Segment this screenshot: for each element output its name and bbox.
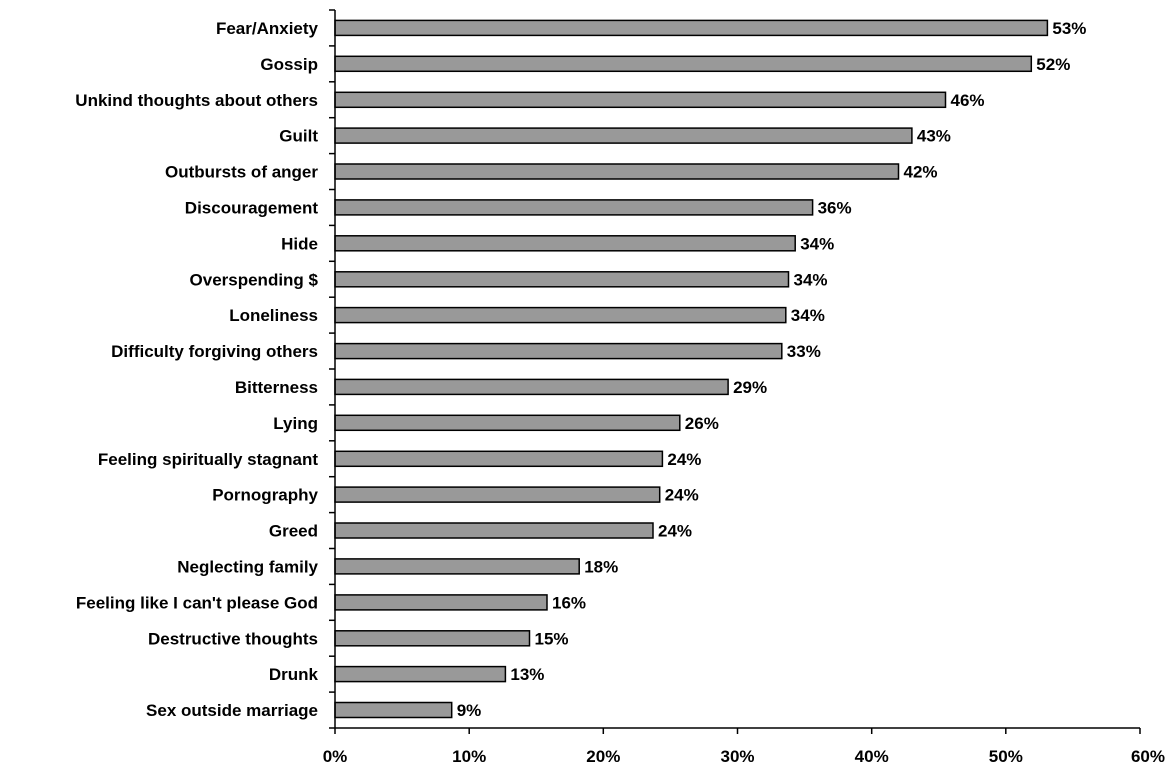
data-label: 24% bbox=[667, 450, 701, 469]
category-label: Pornography bbox=[212, 486, 318, 505]
x-tick-label: 50% bbox=[989, 747, 1023, 766]
data-label: 43% bbox=[917, 127, 951, 146]
bar bbox=[334, 701, 453, 719]
category-label: Overspending $ bbox=[190, 270, 319, 289]
bar bbox=[334, 665, 507, 683]
category-label: Gossip bbox=[260, 55, 318, 74]
data-label: 29% bbox=[733, 378, 767, 397]
data-label: 9% bbox=[457, 701, 482, 720]
category-label: Drunk bbox=[269, 665, 319, 684]
data-label: 46% bbox=[951, 91, 985, 110]
bar bbox=[334, 163, 900, 180]
x-tick-label: 60% bbox=[1131, 747, 1165, 766]
data-label: 34% bbox=[794, 270, 828, 289]
x-tick-label: 0% bbox=[323, 747, 348, 766]
data-label: 24% bbox=[658, 522, 692, 541]
category-label: Loneliness bbox=[229, 306, 318, 325]
bar bbox=[334, 55, 1033, 73]
data-label: 16% bbox=[552, 593, 586, 612]
category-label: Discouragement bbox=[185, 198, 319, 217]
category-label: Destructive thoughts bbox=[148, 629, 318, 648]
bar bbox=[334, 127, 913, 144]
data-label: 24% bbox=[665, 486, 699, 505]
data-label: 36% bbox=[818, 198, 852, 217]
bar bbox=[334, 450, 664, 468]
x-tick-label: 10% bbox=[452, 747, 486, 766]
x-tick-label: 30% bbox=[720, 747, 754, 766]
bar bbox=[334, 594, 548, 611]
bar bbox=[334, 271, 790, 288]
bar bbox=[334, 306, 787, 324]
bar bbox=[334, 235, 796, 252]
category-label: Greed bbox=[269, 522, 318, 541]
x-tick-label: 40% bbox=[855, 747, 889, 766]
category-label: Feeling like I can't please God bbox=[76, 593, 318, 612]
category-label: Difficulty forgiving others bbox=[111, 342, 318, 361]
bar bbox=[334, 378, 729, 396]
data-label: 34% bbox=[791, 306, 825, 325]
category-label: Lying bbox=[273, 414, 318, 433]
bar bbox=[334, 19, 1049, 37]
data-label: 33% bbox=[787, 342, 821, 361]
category-label: Guilt bbox=[279, 127, 318, 146]
bar bbox=[334, 630, 531, 647]
data-label: 13% bbox=[510, 665, 544, 684]
data-label: 15% bbox=[535, 629, 569, 648]
category-label: Sex outside marriage bbox=[146, 701, 318, 720]
bar bbox=[334, 91, 947, 109]
data-label: 53% bbox=[1052, 19, 1086, 38]
data-label: 18% bbox=[584, 557, 618, 576]
bar bbox=[334, 558, 580, 575]
data-label: 42% bbox=[904, 163, 938, 182]
category-label: Bitterness bbox=[235, 378, 318, 397]
bar bbox=[334, 522, 654, 539]
category-label: Unkind thoughts about others bbox=[75, 91, 318, 110]
x-tick-label: 20% bbox=[586, 747, 620, 766]
data-label: 26% bbox=[685, 414, 719, 433]
category-label: Feeling spiritually stagnant bbox=[98, 450, 318, 469]
category-label: Neglecting family bbox=[177, 557, 318, 576]
category-label: Fear/Anxiety bbox=[216, 19, 319, 38]
bar bbox=[334, 342, 783, 360]
bar bbox=[334, 414, 681, 432]
data-label: 52% bbox=[1036, 55, 1070, 74]
data-label: 34% bbox=[800, 234, 834, 253]
bar bbox=[334, 199, 814, 216]
bar bbox=[334, 486, 661, 503]
category-label: Hide bbox=[281, 234, 318, 253]
category-label: Outbursts of anger bbox=[165, 163, 318, 182]
